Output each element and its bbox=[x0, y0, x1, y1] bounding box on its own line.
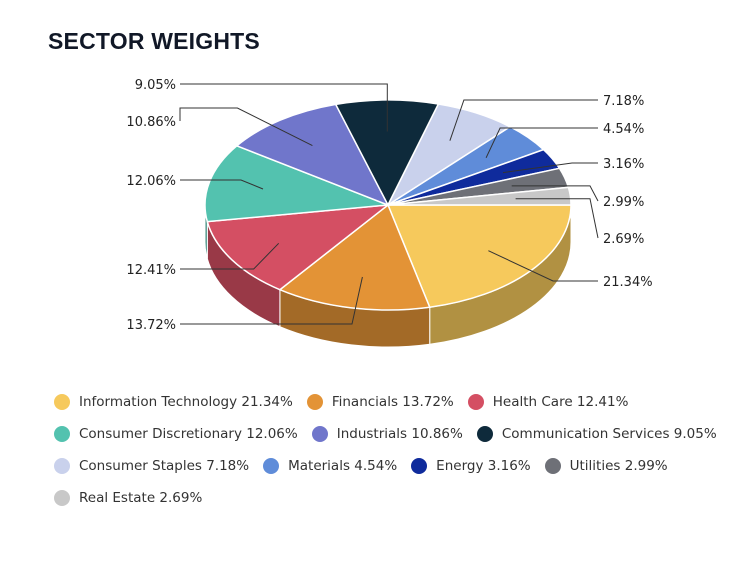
pie-slice-information-technology[interactable] bbox=[386, 204, 572, 309]
legend-marker-dot bbox=[54, 394, 70, 410]
data-label-real-estate: 2.69% bbox=[603, 232, 644, 247]
leader-line-industrials bbox=[179, 107, 313, 147]
pie-slice-industrials[interactable] bbox=[235, 103, 390, 207]
data-label-utilities: 2.99% bbox=[603, 195, 644, 210]
legend-row: Information Technology 21.34% Financials … bbox=[54, 386, 734, 418]
pie-slice-consumer-discretionary[interactable] bbox=[204, 144, 389, 223]
legend-item[interactable]: Communication Services 9.05% bbox=[476, 426, 717, 442]
legend-row: Consumer Staples 7.18% Materials 4.54% Ene… bbox=[54, 450, 734, 482]
legend-marker-dot bbox=[476, 426, 493, 442]
leader-line-consumer-staples bbox=[449, 99, 598, 141]
data-label-financials: 13.72% bbox=[126, 318, 176, 333]
legend-item[interactable]: Consumer Discretionary 12.06% bbox=[54, 426, 298, 442]
legend-label: Real Estate 2.69% bbox=[79, 490, 203, 506]
legend-label: Financials 13.72% bbox=[331, 394, 454, 410]
data-label-consumer-discretionary: 12.06% bbox=[126, 174, 176, 189]
leader-line-materials bbox=[485, 127, 598, 159]
legend-item[interactable]: Real Estate 2.69% bbox=[54, 490, 202, 506]
leader-line-information-technology bbox=[488, 250, 598, 282]
legend-item[interactable]: Consumer Staples 7.18% bbox=[54, 458, 249, 474]
pie-chart: 21.34% 13.72% 12.41% 12.06% 10.86% 9.05% 7.18%… bbox=[126, 78, 653, 348]
data-label-industrials: 10.86% bbox=[126, 115, 176, 130]
legend-marker-dot bbox=[411, 458, 428, 474]
legend-marker-dot bbox=[544, 458, 561, 474]
pie-slice-financials[interactable] bbox=[278, 203, 431, 311]
data-label-energy: 3.16% bbox=[603, 157, 644, 172]
legend-label: Information Technology 21.34% bbox=[79, 394, 293, 410]
legend-label: Industrials 10.86% bbox=[336, 426, 463, 442]
legend-item[interactable]: Utilities 2.99% bbox=[544, 458, 668, 474]
pie-chart-svg: 21.34% 13.72% 12.41% 12.06% 10.86% 9.05% 7.18%… bbox=[126, 78, 653, 348]
pie-side-walls bbox=[204, 204, 572, 348]
legend-row: Consumer Discretionary 12.06% Industrials… bbox=[54, 418, 734, 450]
legend-item[interactable]: Energy 3.16% bbox=[411, 458, 531, 474]
data-label-health-care: 12.41% bbox=[126, 263, 176, 278]
leader-line-utilities bbox=[511, 185, 599, 202]
legend-label: Communication Services 9.05% bbox=[501, 426, 717, 442]
leader-line-financials bbox=[180, 276, 363, 325]
data-label-information-technology: 21.34% bbox=[603, 275, 653, 290]
leader-line-communication-services bbox=[180, 83, 388, 132]
legend-label: Utilities 2.99% bbox=[569, 458, 668, 474]
pie-slices bbox=[204, 99, 572, 311]
chart-title: SECTOR WEIGHTS bbox=[48, 28, 260, 54]
pie-data-labels: 21.34% 13.72% 12.41% 12.06% 10.86% 9.05% 7.18%… bbox=[126, 78, 652, 333]
legend-item[interactable]: Financials 13.72% bbox=[306, 394, 454, 410]
legend-marker-dot bbox=[306, 394, 323, 410]
leader-line-real-estate bbox=[515, 198, 599, 239]
legend-label: Materials 4.54% bbox=[288, 458, 398, 474]
legend-item[interactable]: Health Care 12.41% bbox=[467, 394, 629, 410]
data-label-communication-services: 9.05% bbox=[135, 78, 176, 93]
legend-marker-dot bbox=[54, 490, 70, 506]
legend-label: Consumer Staples 7.18% bbox=[79, 458, 250, 474]
legend-marker-dot bbox=[54, 458, 70, 474]
legend-label: Energy 3.16% bbox=[436, 458, 531, 474]
legend-marker-dot bbox=[263, 458, 280, 474]
data-label-consumer-staples: 7.18% bbox=[603, 94, 644, 109]
data-label-materials: 4.54% bbox=[603, 122, 644, 137]
leader-line-energy bbox=[502, 162, 598, 174]
pie-slice-real-estate[interactable] bbox=[387, 186, 572, 206]
legend-label: Health Care 12.41% bbox=[492, 394, 629, 410]
legend-item[interactable]: Materials 4.54% bbox=[263, 458, 397, 474]
legend-label: Consumer Discretionary 12.06% bbox=[79, 426, 298, 442]
chart-legend: Information Technology 21.34% Financials … bbox=[54, 386, 734, 514]
legend-marker-dot bbox=[467, 394, 484, 410]
legend-item[interactable]: Information Technology 21.34% bbox=[54, 394, 293, 410]
legend-marker-dot bbox=[54, 426, 70, 442]
leader-line-health-care bbox=[180, 242, 280, 270]
legend-marker-dot bbox=[311, 426, 328, 442]
leader-line-consumer-discretionary bbox=[180, 179, 264, 190]
legend-item[interactable]: Industrials 10.86% bbox=[311, 426, 463, 442]
legend-row: Real Estate 2.69% bbox=[54, 482, 734, 514]
